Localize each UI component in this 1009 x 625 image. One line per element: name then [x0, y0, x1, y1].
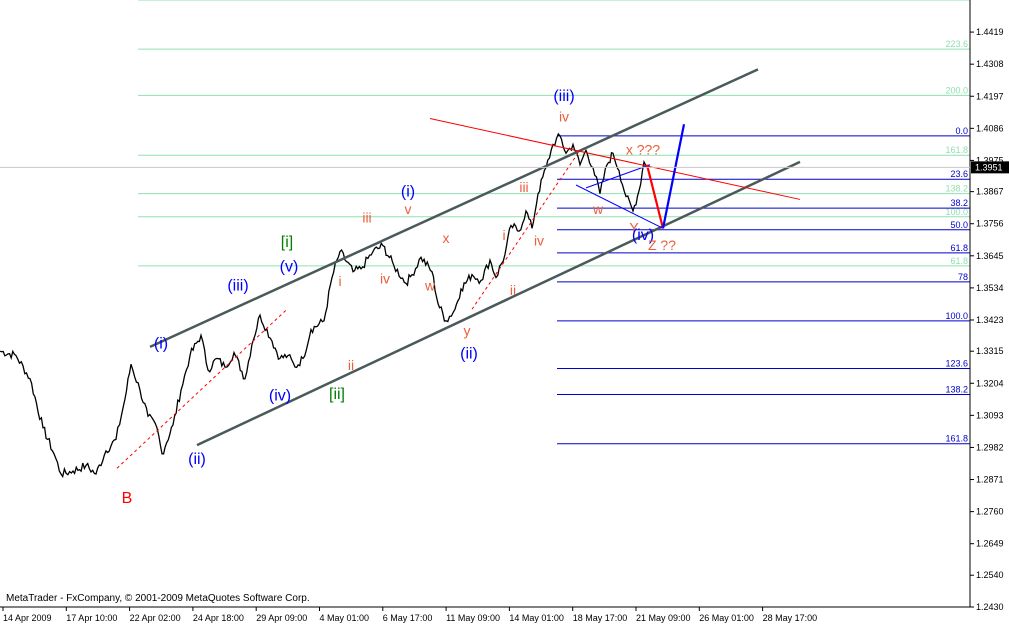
y-tick-label: 1.2649 — [976, 539, 1004, 549]
fib-retracement-label: 23.6 — [950, 169, 968, 179]
x-tick-label: 21 May 09:00 — [636, 613, 691, 623]
y-tick-label: 1.2982 — [976, 442, 1004, 452]
y-tick-label: 1.3867 — [976, 187, 1004, 197]
triangle-line[interactable] — [585, 164, 651, 189]
wave-label: (iv) — [269, 387, 291, 404]
y-tick-label: 1.3204 — [976, 378, 1004, 388]
current-price-badge — [971, 161, 1009, 174]
fib-retracement-label: 61.8 — [950, 243, 968, 253]
x-tick-label: 4 May 01:00 — [320, 613, 370, 623]
wave-label: ii — [348, 357, 354, 373]
wave-label: (ii) — [460, 345, 478, 362]
x-tick-label: 18 May 17:00 — [573, 613, 628, 623]
wave-label: w — [592, 201, 604, 217]
wave-label: v — [405, 201, 412, 217]
fib-retracement-label: 38.2 — [950, 198, 968, 208]
wave-label: (iii) — [227, 277, 248, 294]
wave-label: x — [443, 230, 450, 246]
y-tick-label: 1.2540 — [976, 570, 1004, 580]
wave-label: [ii] — [329, 386, 345, 403]
red-dashed-line[interactable] — [116, 308, 288, 469]
fib-extension-label: 200.0 — [945, 85, 968, 95]
fib-retracement-label: 123.6 — [945, 359, 968, 369]
wave-label: x ??? — [626, 142, 660, 158]
x-tick-label: 24 Apr 18:00 — [193, 613, 244, 623]
x-tick-label: 17 Apr 10:00 — [66, 613, 117, 623]
x-tick-label: 28 May 17:00 — [763, 613, 818, 623]
wave-label: iii — [362, 210, 371, 226]
y-tick-label: 1.4197 — [976, 91, 1004, 101]
triangle-line[interactable] — [575, 184, 664, 229]
fib-extension-label: 161.8 — [945, 145, 968, 155]
wave-label: i — [338, 273, 341, 289]
wave-label: iv — [534, 233, 544, 249]
channel-upper-line[interactable] — [149, 68, 759, 348]
red-dashed-line[interactable] — [471, 152, 579, 310]
fib-extension-label: 138.2 — [945, 184, 968, 194]
wave-label: y — [464, 322, 471, 338]
x-tick-label: 26 May 01:00 — [699, 613, 754, 623]
wave-label: w — [424, 277, 436, 293]
fib-extension-label: 223.6 — [945, 39, 968, 49]
y-tick-label: 1.2760 — [976, 507, 1004, 517]
wave-label: Y — [629, 220, 639, 236]
y-tick-label: 1.3534 — [976, 283, 1004, 293]
y-tick-label: 1.3315 — [976, 346, 1004, 356]
fib-retracement-label: 78 — [958, 272, 968, 282]
wave-label: (i) — [154, 335, 168, 352]
wave-label: iv — [380, 270, 390, 286]
fib-retracement-label: 161.8 — [945, 434, 968, 444]
y-tick-label: 1.3975 — [976, 155, 1004, 165]
wave-label: (i) — [401, 184, 415, 201]
wave-label: (ii) — [188, 451, 206, 468]
x-tick-label: 11 May 09:00 — [446, 613, 500, 623]
fib-retracement-group: 0.0 23.6 38.2 50.0 61.8 78 100.0 123.6 138.2 161.… — [557, 126, 970, 445]
red-trendline[interactable] — [429, 118, 801, 200]
wave-label: ii — [510, 282, 516, 298]
wave-label: Z ?? — [648, 237, 676, 253]
current-price-label: 1.3951 — [975, 162, 1003, 172]
y-tick-label: 1.3756 — [976, 219, 1004, 229]
projection-up-line[interactable] — [661, 124, 686, 229]
wave-label: (iii) — [553, 88, 574, 105]
channel-lower-line[interactable] — [196, 160, 801, 447]
y-tick-label: 1.4308 — [976, 59, 1004, 69]
y-tick-label: 1.3423 — [976, 315, 1004, 325]
y-tick-label: 1.3645 — [976, 251, 1004, 261]
y-tick-label: 1.4419 — [976, 27, 1004, 37]
x-tick-label: 6 May 17:00 — [383, 613, 433, 623]
wave-label: iii — [519, 179, 528, 195]
wave-label: (v) — [280, 259, 299, 276]
y-tick-label: 1.3093 — [976, 410, 1004, 420]
wave-label: B — [122, 490, 133, 507]
wave-label: i — [502, 227, 505, 243]
price-series-group — [0, 132, 651, 479]
x-tick-label: 29 Apr 09:00 — [256, 613, 307, 623]
wave-label-group: B(i)(ii)(iii)(iv)(v)[i][ii]iiiiiiiv(i)vw… — [122, 88, 677, 507]
wave-label: (iv) — [632, 227, 654, 244]
fib-retracement-label: 138.2 — [945, 385, 968, 395]
fib-extension-label: 100.0 — [945, 207, 968, 217]
y-tick-label: 1.4086 — [976, 123, 1004, 133]
copyright-text: MetaTrader - FxCompany, © 2001-2009 Meta… — [6, 593, 310, 604]
projection-down-line[interactable] — [645, 164, 665, 229]
x-tick-label: 22 Apr 02:00 — [130, 613, 181, 623]
wave-label: iv — [559, 108, 569, 124]
x-tick-label: 14 May 01:00 — [509, 613, 564, 623]
trendline-group[interactable] — [116, 68, 801, 469]
y-tick-label: 1.2430 — [976, 602, 1004, 612]
y-tick-label: 1.2871 — [976, 475, 1004, 485]
wave-label: [i] — [281, 234, 293, 251]
fib-retracement-label: 100.0 — [945, 311, 968, 321]
fib-retracement-label: 0.0 — [955, 126, 968, 136]
price-line — [0, 132, 651, 479]
fib-extension-label: 61.8 — [950, 256, 968, 266]
x-tick-label: 14 Apr 2009 — [3, 613, 52, 623]
fib-retracement-label: 50.0 — [950, 220, 968, 230]
